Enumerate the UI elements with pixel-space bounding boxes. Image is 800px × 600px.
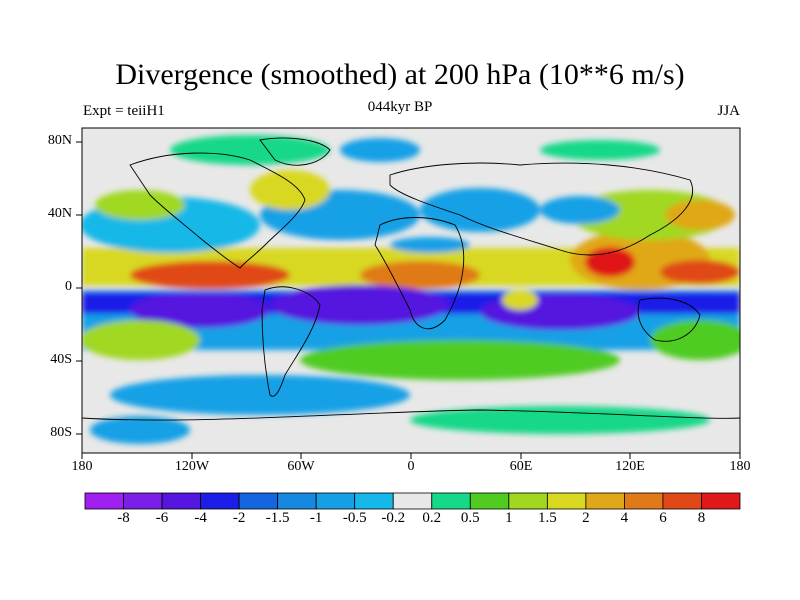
x-tick-label: 120E xyxy=(615,459,645,474)
field-blob xyxy=(390,237,470,253)
season-label: JJA xyxy=(717,103,740,119)
field-blob xyxy=(660,260,740,284)
field-blob xyxy=(82,320,200,360)
colorbar-label: 2 xyxy=(582,510,590,526)
map-field xyxy=(82,128,740,453)
coast-south-america xyxy=(261,286,321,397)
coastlines xyxy=(82,137,740,421)
y-tick-label: 0 xyxy=(65,279,72,294)
field-blob xyxy=(250,170,330,210)
field-blob xyxy=(540,140,660,160)
colorbar-swatch xyxy=(161,492,201,510)
y-tick-label: 80N xyxy=(47,133,72,148)
colorbar-swatch xyxy=(585,492,625,510)
field-blob xyxy=(340,138,420,162)
colorbar-swatch xyxy=(277,492,317,510)
x-tick-label: 120W xyxy=(174,459,210,474)
x-tick-label: 180 xyxy=(729,459,751,474)
colorbar-swatch xyxy=(431,492,471,510)
coast-greenland xyxy=(259,137,331,166)
colorbar-swatch xyxy=(662,492,702,510)
field-blob xyxy=(110,375,410,415)
colorbar-swatch xyxy=(315,492,356,510)
colorbar xyxy=(84,492,741,510)
time-label: 044kyr BP xyxy=(367,99,433,115)
field-blob xyxy=(170,135,330,165)
x-tick-label: 180 xyxy=(71,459,93,474)
colorbar-label: -6 xyxy=(155,510,169,526)
colorbar-label: -1 xyxy=(309,510,323,526)
field-blob xyxy=(650,320,740,360)
colorbar-label: -8 xyxy=(117,510,130,526)
y-tick-label: 40S xyxy=(50,352,72,367)
colorbar-swatch xyxy=(200,492,240,510)
colorbar-swatch xyxy=(238,492,279,510)
field-blob xyxy=(502,290,538,310)
field-blob xyxy=(130,261,290,289)
colorbar-swatch xyxy=(508,492,548,510)
colorbar-swatch xyxy=(123,492,163,510)
colorbar-label: 0.2 xyxy=(422,510,442,526)
colorbar-swatch xyxy=(354,492,394,510)
colorbar-label: 0.5 xyxy=(460,510,480,526)
coast-eurasia xyxy=(389,162,694,256)
y-tick-label: 40N xyxy=(47,206,72,221)
coast-north-america xyxy=(129,152,306,269)
x-tick-label: 0 xyxy=(407,459,415,474)
field-blob xyxy=(540,196,620,224)
colorbar-label: -1.5 xyxy=(265,510,290,526)
coast-africa xyxy=(374,217,465,330)
colorbar-swatch xyxy=(624,492,664,510)
colorbar-label: 8 xyxy=(697,510,706,526)
colorbar-swatch xyxy=(392,492,433,510)
y-tick-label: 80S xyxy=(50,425,72,440)
tick-marks xyxy=(76,141,741,459)
x-tick-label: 60E xyxy=(509,459,533,474)
coast-antarctica xyxy=(82,409,740,421)
field-blob xyxy=(585,247,635,277)
colorbar-swatch xyxy=(546,492,587,510)
field-blob xyxy=(95,190,185,220)
colorbar-label: -2 xyxy=(232,510,246,526)
field-blob xyxy=(90,416,190,444)
field-blob xyxy=(410,406,710,434)
field-blob xyxy=(300,340,620,380)
colorbar-label: 1 xyxy=(505,510,513,526)
field-blob xyxy=(360,261,480,289)
colorbar-label: -4 xyxy=(194,510,207,526)
field-blob xyxy=(270,285,450,325)
field-blob xyxy=(420,188,540,232)
colorbar-label: -0.5 xyxy=(342,510,367,526)
colorbar-label: 6 xyxy=(659,510,667,526)
field-blob xyxy=(130,292,270,328)
colorbar-swatch xyxy=(701,492,741,510)
colorbar-label: 4 xyxy=(620,510,629,526)
colorbar-label: -0.2 xyxy=(381,510,406,526)
experiment-label: Expt = teiiH1 xyxy=(83,103,165,119)
colorbar-swatch xyxy=(84,492,124,510)
plot-title: Divergence (smoothed) at 200 hPa (10**6 … xyxy=(115,58,685,91)
coast-australia xyxy=(637,297,701,342)
field-blob xyxy=(665,200,735,230)
x-tick-label: 60W xyxy=(287,459,315,474)
colorbar-label: 1.5 xyxy=(537,510,557,526)
colorbar-swatch xyxy=(469,492,510,510)
